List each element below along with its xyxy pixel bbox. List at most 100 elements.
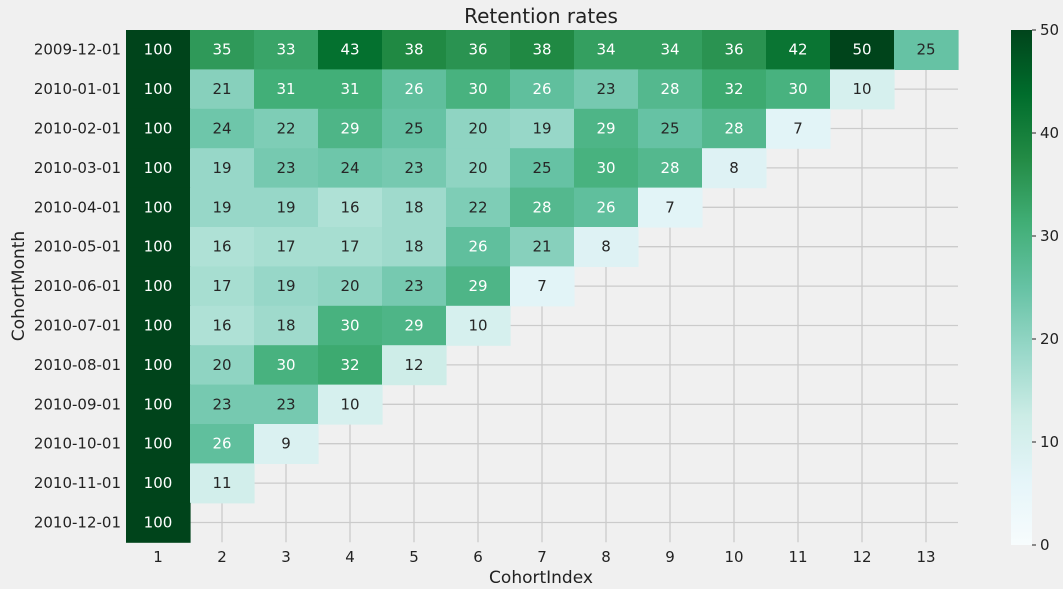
x-tick-label: 13 [916,548,935,566]
heatmap-cell [190,148,255,189]
cell-value-label: 100 [144,435,173,453]
cell-value-label: 29 [404,317,423,335]
y-tick-labels: 2009-12-01 2010-01-01 2010-02-01 2010-03-01… [34,41,121,532]
cell-value-label: 11 [212,474,231,492]
cell-value-label: 24 [212,120,231,138]
heatmap-cell [574,227,639,267]
heatmap-cell [254,69,319,110]
x-tick-label: 3 [281,548,291,566]
y-tick-label: 2010-08-01 [34,356,121,374]
cell-value-label: 28 [660,159,679,177]
heatmap-cell [126,108,191,149]
heatmap-cell [766,108,831,149]
heatmap-cell [574,108,639,149]
cell-value-label: 100 [144,238,173,256]
heatmap-cell [190,384,255,425]
heatmap-cell [382,148,447,189]
x-tick-label: 6 [473,548,483,566]
cell-value-label: 30 [340,317,359,335]
x-tick-labels: 1 2 3 4 5 6 7 8 9 10 11 12 13 [153,548,935,566]
y-tick-label: 2010-04-01 [34,198,121,216]
heatmap-cell [318,227,383,267]
heatmap-cell [702,108,767,149]
heatmap-cell [190,463,255,504]
heatmap-cell [318,305,383,346]
heatmap-cell [126,266,191,307]
heatmap-cell [190,227,255,267]
heatmap-cell [382,187,447,228]
cell-value-label: 43 [340,41,359,59]
heatmap-cell [830,30,895,70]
heatmap-cell [702,148,767,189]
cell-value-label: 25 [404,120,423,138]
cell-value-label: 100 [144,120,173,138]
heatmap-cell [574,148,639,189]
heatmap-cell [254,305,319,346]
heatmap-cell [446,69,511,110]
cell-value-label: 19 [276,277,295,295]
colorbar-tick-label: 10 [1040,433,1059,451]
heatmap-cell [318,108,383,149]
x-tick-label: 1 [153,548,163,566]
cell-value-label: 31 [276,80,295,98]
cell-value-label: 17 [212,277,231,295]
heatmap-cell [318,30,383,70]
cell-value-label: 10 [852,80,871,98]
cell-value-label: 9 [281,435,291,453]
cell-value-label: 18 [404,198,423,216]
cell-value-label: 19 [532,120,551,138]
heatmap-cell [446,108,511,149]
heatmap-cell [126,384,191,425]
cell-value-label: 29 [468,277,487,295]
heatmap-cell [766,30,831,70]
cell-value-label: 7 [537,277,547,295]
cell-value-label: 12 [404,356,423,374]
heatmap-cell [318,69,383,110]
colorbar [1011,30,1032,545]
y-tick-label: 2010-07-01 [34,317,121,335]
y-tick-label: 2010-01-01 [34,80,121,98]
cell-value-label: 17 [340,238,359,256]
heatmap-cell [126,30,191,70]
cell-value-label: 38 [532,41,551,59]
cell-value-label: 20 [340,277,359,295]
colorbar-tick-label: 40 [1040,124,1059,142]
heatmap-cell [638,69,703,110]
cell-value-label: 28 [532,198,551,216]
heatmap-cell [190,108,255,149]
heatmap-cell [510,30,575,70]
cell-value-label: 19 [276,198,295,216]
heatmap-cell [382,305,447,346]
cell-value-label: 25 [916,41,935,59]
y-tick-label: 2010-05-01 [34,238,121,256]
cell-value-label: 23 [276,159,295,177]
x-tick-label: 4 [345,548,355,566]
heatmap-cell [126,148,191,189]
cell-value-label: 32 [724,80,743,98]
heatmap-cell [638,187,703,228]
cell-value-label: 100 [144,80,173,98]
colorbar-tick-label: 20 [1040,330,1059,348]
heatmap-cell [702,30,767,70]
cell-value-label: 30 [276,356,295,374]
cell-value-label: 100 [144,277,173,295]
heatmap-cell [190,424,255,464]
heatmap-cell [190,187,255,228]
heatmap-cell [382,108,447,149]
heatmap-cell [254,148,319,189]
y-tick-label: 2009-12-01 [34,41,121,59]
cell-value-label: 100 [144,356,173,374]
x-tick-label: 5 [409,548,419,566]
cell-value-label: 100 [144,41,173,59]
cell-value-label: 42 [788,41,807,59]
cell-value-label: 23 [596,80,615,98]
heatmap-cell [126,502,191,543]
heatmap-cell [894,30,959,70]
cell-value-label: 8 [729,159,739,177]
cell-value-label: 36 [468,41,487,59]
colorbar-tick-label: 0 [1040,536,1050,554]
heatmap-cell [318,148,383,189]
heatmap-cell [254,384,319,425]
x-tick-label: 9 [665,548,675,566]
cell-value-label: 20 [468,159,487,177]
